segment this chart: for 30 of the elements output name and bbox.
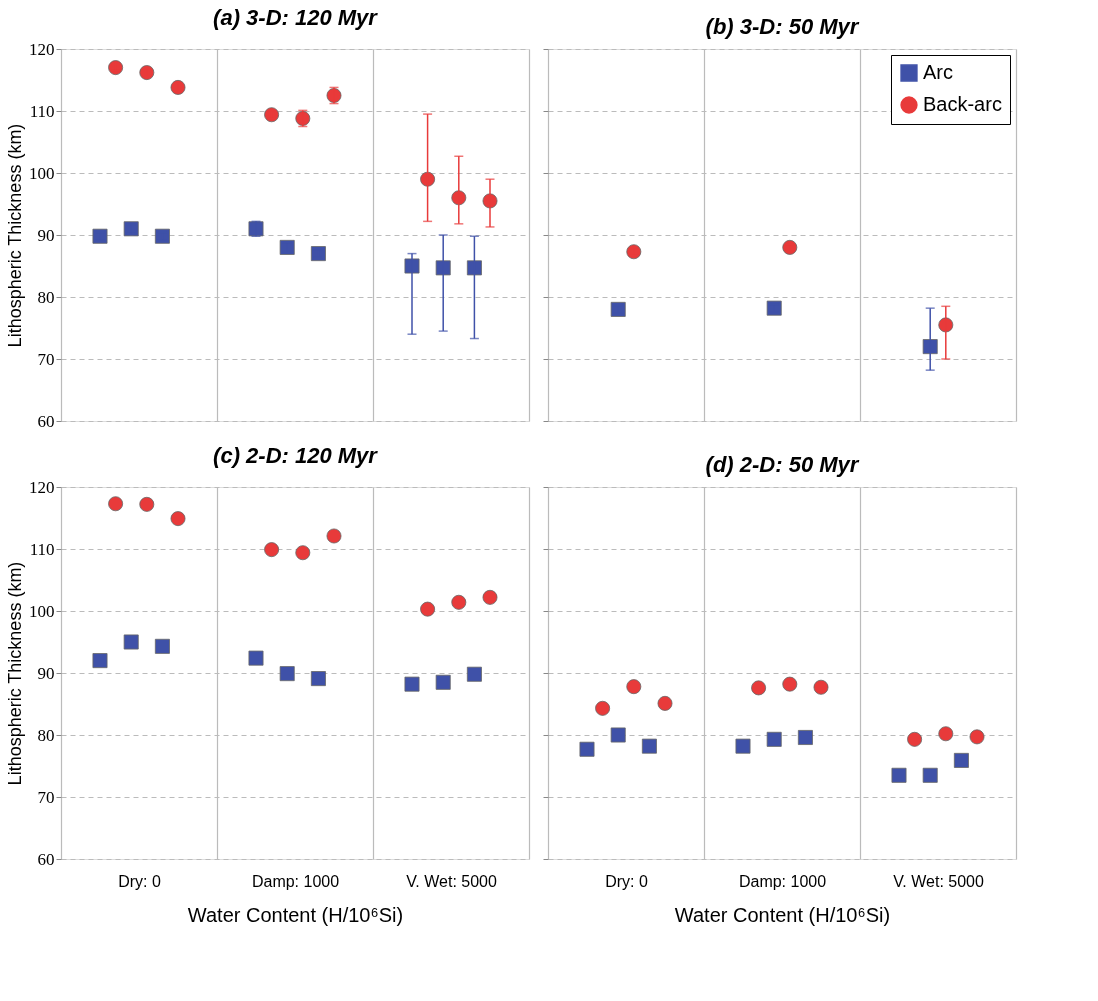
legend-label: Arc [923, 61, 953, 83]
y-tick-label: 110 [29, 539, 55, 559]
legend-label: Back-arc [923, 93, 1002, 115]
chart-title: (b) 3-D: 50 Myr [705, 13, 860, 39]
x-axis-title: Water Content (H/10⁶Si) [674, 903, 891, 926]
x-axis-title: Water Content (H/10⁶Si) [187, 903, 404, 926]
y-tick-label: 70 [37, 787, 55, 807]
x-tick-label: Damp: 1000 [738, 872, 827, 890]
y-axis-title: Lithospheric Thickness (km) [5, 561, 25, 786]
y-axis-title: Lithospheric Thickness (km) [5, 123, 25, 348]
x-tick-label: Dry: 0 [118, 872, 161, 890]
y-tick-label: 100 [29, 163, 55, 183]
y-tick-label: 120 [29, 477, 55, 497]
y-tick-label: 100 [29, 601, 55, 621]
y-tick-label: 60 [37, 849, 55, 869]
x-tick-label: V. Wet: 5000 [406, 872, 497, 890]
y-tick-label: 60 [37, 411, 55, 431]
y-tick-label: 110 [29, 101, 55, 121]
y-tick-label: 90 [37, 225, 55, 245]
chart-title: (a) 3-D: 120 Myr [213, 5, 379, 30]
x-tick-label: Dry: 0 [605, 872, 648, 890]
y-tick-label: 120 [29, 39, 55, 59]
chart-title: (c) 2-D: 120 Myr [213, 443, 379, 468]
chart-title: (d) 2-D: 50 Myr [705, 451, 860, 477]
x-tick-label: V. Wet: 5000 [893, 872, 984, 890]
y-tick-label: 70 [37, 349, 55, 369]
y-tick-label: 90 [37, 663, 55, 683]
y-tick-label: 80 [37, 725, 55, 745]
x-tick-label: Damp: 1000 [251, 872, 340, 890]
y-tick-label: 80 [37, 287, 55, 307]
